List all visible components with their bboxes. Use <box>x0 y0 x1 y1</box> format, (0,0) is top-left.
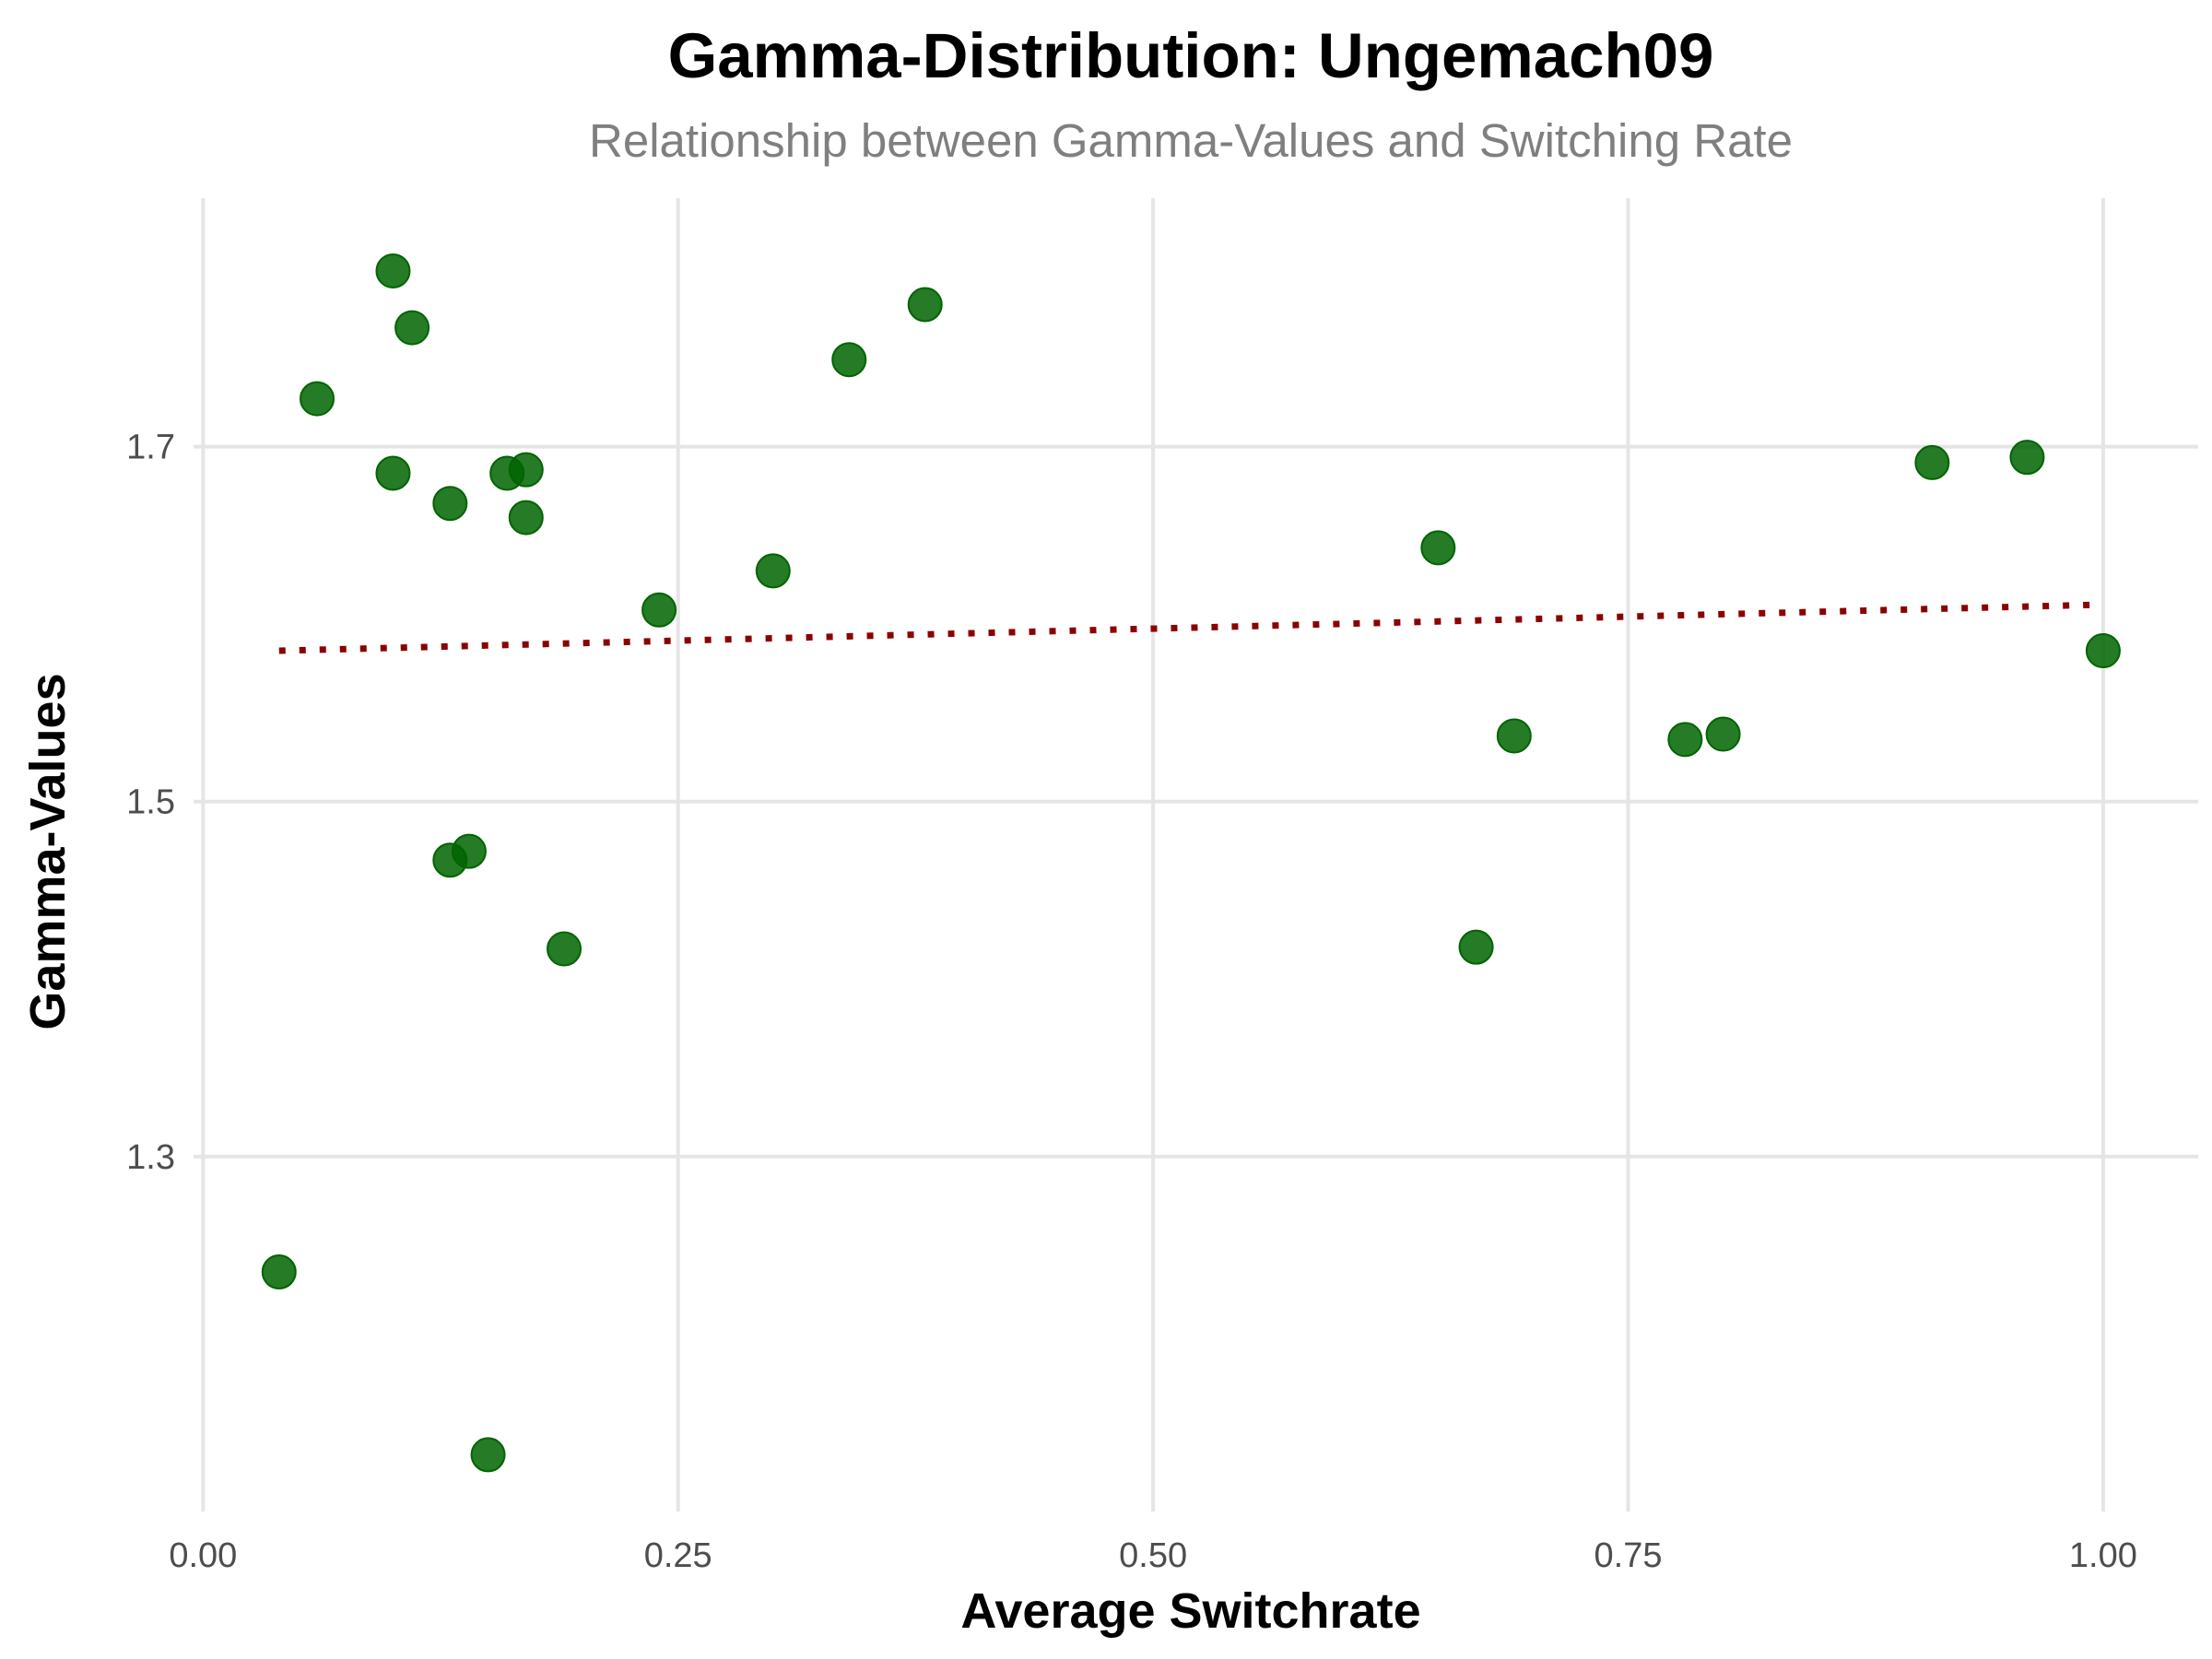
data-point <box>1914 444 1950 480</box>
y-tick-label: 1.7 <box>126 429 175 467</box>
data-point <box>508 452 544 488</box>
data-point <box>1420 530 1456 566</box>
data-point <box>508 500 544 535</box>
x-axis-title: Average Switchrate <box>960 1583 1420 1639</box>
x-tick-label: 0.50 <box>1119 1536 1187 1575</box>
x-tick-label: 0.75 <box>1594 1536 1663 1575</box>
data-point <box>432 486 468 522</box>
data-point <box>1705 716 1741 752</box>
grid-lines <box>194 198 2198 1512</box>
data-point <box>375 455 411 491</box>
trend-line-group <box>278 601 2104 654</box>
data-point <box>470 1437 506 1473</box>
data-point <box>907 287 943 323</box>
y-tick-label: 1.5 <box>126 783 175 822</box>
y-tick-label: 1.3 <box>126 1138 175 1177</box>
data-point <box>831 342 867 378</box>
data-point <box>394 310 430 346</box>
data-point <box>641 592 677 628</box>
data-points <box>261 253 2121 1473</box>
data-point <box>375 253 411 288</box>
data-point <box>2085 633 2121 669</box>
chart-title: Gamma-Distribution: Ungemach09 <box>668 20 1714 91</box>
data-point <box>451 833 487 869</box>
x-tick-label: 1.00 <box>2069 1536 2137 1575</box>
tick-labels: 0.00 0.25 0.50 0.75 1.00 1.3 1.5 1.7 <box>126 429 2137 1575</box>
data-point <box>755 553 791 589</box>
data-point <box>1458 929 1494 965</box>
trend-line <box>278 601 2104 654</box>
data-point <box>1667 722 1703 758</box>
data-point <box>300 381 335 417</box>
data-point <box>2009 440 2045 476</box>
data-point <box>547 931 582 967</box>
x-tick-label: 0.25 <box>644 1536 712 1575</box>
x-tick-label: 0.00 <box>169 1536 237 1575</box>
y-axis-title: Gamma-Values <box>20 673 76 1030</box>
chart-subtitle: Relationship between Gamma-Values and Sw… <box>589 114 1793 167</box>
data-point <box>261 1254 297 1290</box>
data-point <box>1496 718 1532 754</box>
